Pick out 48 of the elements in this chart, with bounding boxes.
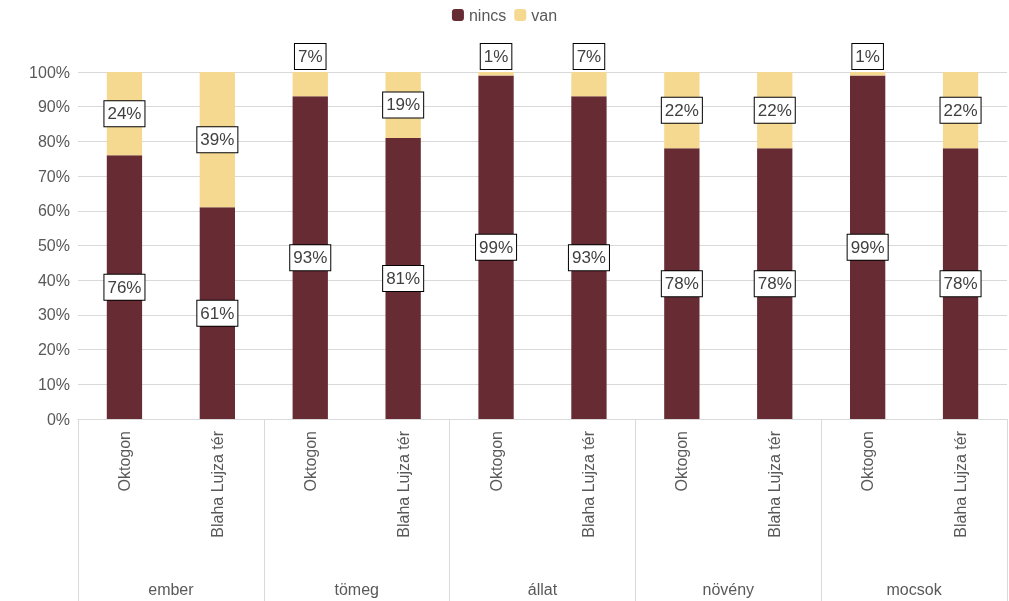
text: mocsok (886, 580, 943, 598)
x-tick-label: Blaha Lujza tér (952, 430, 970, 538)
data-label: 61% (200, 303, 235, 323)
x-tick-label: Blaha Lujza tér (208, 430, 226, 538)
data-label: 93% (293, 248, 328, 268)
data-label: 99% (850, 237, 885, 257)
y-tick-label: 0% (46, 410, 70, 428)
x-tick-label: Oktogon (859, 431, 877, 492)
y-tick-label: 20% (37, 341, 70, 359)
data-label: 99% (479, 237, 514, 257)
y-tick-label: 70% (37, 167, 70, 185)
data-label: 24% (107, 104, 142, 124)
data-label: 7% (576, 47, 602, 66)
text: ember (148, 580, 195, 598)
data-label: 19% (386, 95, 421, 115)
x-tick-label: Blaha Lujza tér (580, 430, 598, 538)
y-tick-label: 80% (37, 132, 70, 150)
data-label: 1% (855, 47, 880, 66)
data-label: 81% (386, 268, 421, 288)
x-tick-label: Blaha Lujza tér (394, 430, 412, 538)
data-label: 78% (757, 274, 792, 294)
data-label: 78% (664, 274, 699, 294)
x-tick-label: Oktogon (673, 431, 691, 492)
text: tömeg (334, 580, 379, 598)
x-tick-label: Blaha Lujza tér (766, 430, 784, 538)
text: állat (527, 580, 558, 598)
y-tick-label: 30% (37, 306, 70, 324)
data-label: 22% (757, 100, 792, 120)
y-tick-label: 60% (37, 202, 70, 220)
x-tick-label: Oktogon (487, 431, 505, 492)
x-tick-label: Oktogon (115, 431, 133, 492)
data-label: 22% (943, 100, 978, 120)
data-label: 7% (297, 47, 323, 66)
x-tick-label: Oktogon (301, 431, 319, 492)
data-label: 1% (483, 47, 509, 66)
data-label: 78% (943, 274, 978, 294)
text: növény (702, 580, 755, 598)
legend-label: nincs (468, 6, 507, 24)
y-tick-label: 100% (29, 63, 70, 81)
data-label: 76% (107, 277, 142, 297)
y-tick-label: 40% (37, 271, 70, 289)
data-label: 39% (200, 130, 235, 150)
y-tick-label: 90% (37, 98, 70, 116)
data-label: 93% (571, 248, 606, 268)
y-tick-label: 10% (37, 375, 70, 393)
legend-label: van (531, 6, 558, 24)
y-tick-label: 50% (37, 237, 70, 254)
data-label: 22% (664, 100, 699, 120)
